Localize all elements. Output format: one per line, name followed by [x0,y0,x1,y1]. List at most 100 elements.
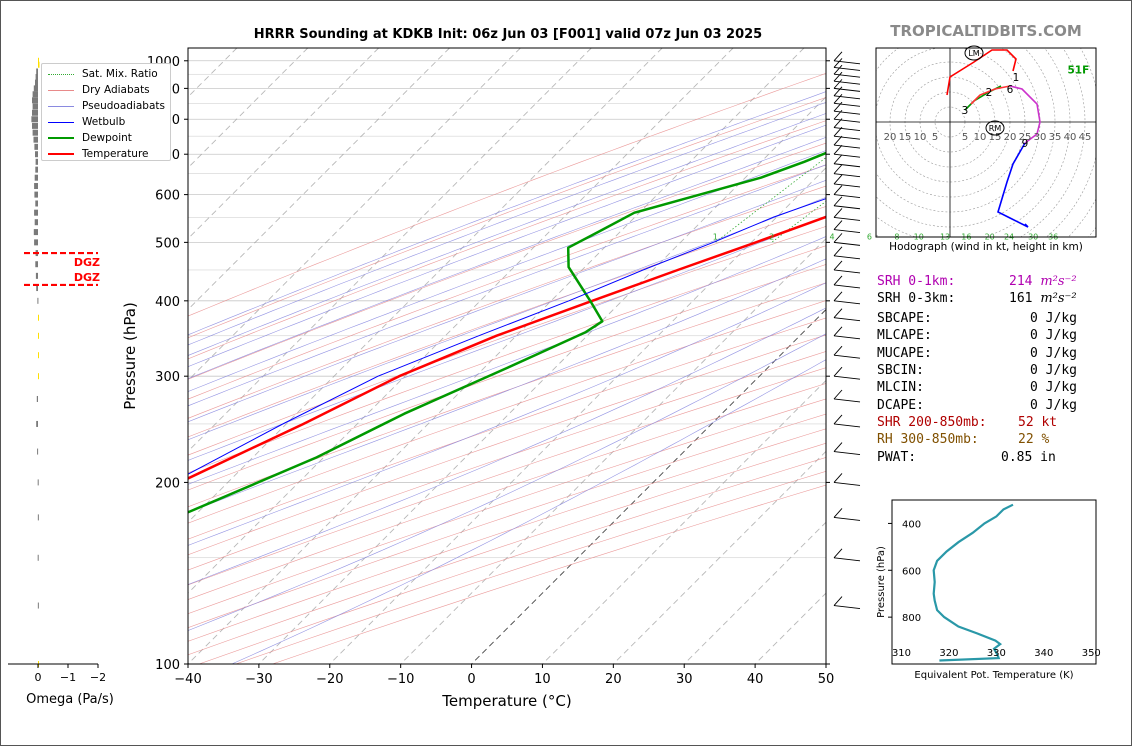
hodo-height-label: 3 [962,105,969,117]
hodo-ring-label: 25 [1019,132,1032,143]
hodo-ring-label: 10 [974,132,987,143]
wind-barb-feather [833,64,843,75]
isotherm-line [613,450,826,664]
hodo-ring-label: 5 [932,132,938,143]
pseudoadiabat-line [188,333,826,631]
theta-x-axis-label: Equivalent Pot. Temperature (K) [914,670,1073,681]
srh01-unit: m²s⁻² [1040,274,1077,289]
param-label: SBCAPE: [877,311,932,326]
dry-adiabat-line [188,383,826,600]
legend-swatch [48,137,74,139]
storm-motion-marker [985,120,1005,136]
hodo-ring-label: 15 [989,132,1002,143]
legend: Sat. Mix. Ratio Dry Adiabats Pseudoadiabat… [41,63,171,161]
omega-bar [37,554,39,561]
pseudoadiabat-line [188,236,826,485]
srh01-value-row: 214 m²s⁻² [1009,273,1077,290]
wind-barb-staff [833,183,861,188]
dry-adiabat-line [188,282,826,508]
wind-barb-feather [833,109,843,120]
y-tick-label: 500 [155,236,180,251]
dry-adiabat-line [188,120,826,360]
wind-barb-feather [833,233,843,243]
wind-barb-staff [833,605,861,609]
omega-bar [35,158,38,165]
x-tick-label: −20 [316,672,343,687]
dry-adiabat-line [188,413,826,629]
theta-frame [891,499,1097,665]
wind-barb-feather [833,126,843,137]
wind-barb-staff [833,317,861,322]
pseudoadiabat-line [188,282,826,546]
theta-x-tick-label: 320 [939,648,958,659]
dry-adiabat-line [188,264,826,491]
pseudoadiabat-line [188,150,826,392]
y-tick-label: 100 [155,658,180,673]
omega-axis-label: Omega (Pa/s) [26,692,114,707]
x-tick-label: −30 [245,672,272,687]
wind-barb-staff [833,144,861,149]
wind-barb-staff [833,205,861,210]
wind-barb-feather [833,79,843,89]
wind-barb-staff [833,216,861,221]
srh01-row: SRH 0-1km: [877,273,955,290]
wind-barb-staff [833,300,861,305]
isotherm-line [329,167,826,664]
isotherm-line [683,521,826,664]
hodo-height-label: 6 [1007,84,1014,96]
theta-plot-area [932,503,1014,662]
wind-barb-staff [833,127,861,132]
srh03-value-row: 161 m²s⁻² [1009,290,1077,307]
x-tick-label: 50 [818,672,835,687]
srh03-row: SRH 0-3km: [877,290,955,307]
pseudoadiabat-line [188,102,826,346]
isotherm-line [188,48,450,311]
wind-barb-feather [833,246,843,257]
omega-bar [37,602,39,609]
mixing-ratio-label: 2 [769,232,774,241]
omega-bar [32,109,38,116]
wind-barb-feather [833,508,843,518]
omega-bar [34,209,38,216]
wind-barb-staff [833,451,861,456]
wind-barb-feather [833,154,843,165]
dry-adiabat-line [188,367,826,586]
wind-barb-feather [833,185,843,195]
mixing-ratio-label: 1 [713,232,718,241]
legend-item: Wetbulb [48,115,125,129]
dry-adiabat-line [188,206,826,438]
omega-bar [32,103,38,110]
hodo-height-label: 1 [1013,72,1020,84]
chart-title: HRRR Sounding at KDKB Init: 06z Jun 03 [… [253,27,763,42]
pseudoadiabat-line [188,91,826,336]
legend-item: Temperature [48,147,149,161]
omega-bar [36,395,38,402]
y-tick-label: 200 [155,476,180,491]
wind-barb-staff [833,80,861,85]
wind-barb-staff [833,194,861,199]
wind-barb-feather [833,442,843,452]
wetbulb-line [188,198,826,475]
omega-bar [33,85,38,92]
rh-value: 22 % [1018,432,1050,448]
theta-y-tick-label: 600 [902,566,921,577]
param-value: 0 J/kg [1030,380,1077,396]
brand-watermark: TROPICALTIDBITS.COM [890,22,1082,40]
omega-bar [31,116,38,123]
wind-barb-feather [833,58,843,68]
omega-bar [34,191,38,198]
isotherm-line [188,48,592,452]
dry-adiabat-line [188,300,826,524]
omega-bar [32,122,38,129]
wind-barb-feather [833,275,843,286]
hodo-height-label: 2 [986,87,993,99]
param-label: MUCAPE: [877,345,932,361]
wind-barb-staff [833,557,861,562]
wind-barb-staff [833,375,861,380]
omega-bar [35,73,38,80]
dry-adiabat-line [188,351,826,571]
srh01-value: 214 [1009,274,1033,289]
wind-barb-staff [833,423,861,428]
